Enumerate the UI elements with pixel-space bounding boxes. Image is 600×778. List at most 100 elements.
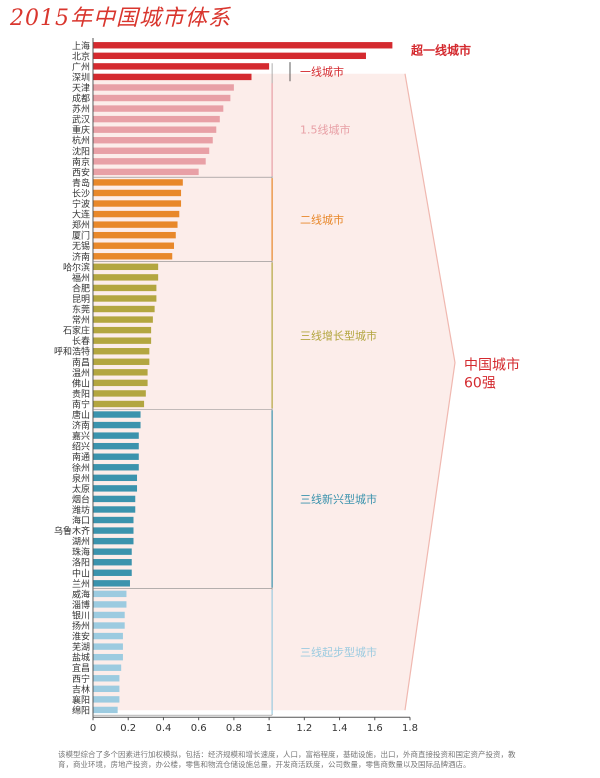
bar-9 bbox=[93, 137, 213, 144]
category-label-1: 北京 bbox=[72, 50, 90, 62]
group-label-3: 二线城市 bbox=[300, 212, 344, 226]
category-label-58: 盐城 bbox=[72, 652, 90, 664]
bar-3 bbox=[93, 73, 252, 81]
bar-53 bbox=[93, 601, 127, 608]
bar-26 bbox=[93, 316, 153, 323]
bar-57 bbox=[93, 643, 123, 650]
category-label-48: 珠海 bbox=[72, 546, 90, 558]
category-label-60: 西宁 bbox=[72, 673, 90, 685]
bar-48 bbox=[93, 548, 132, 555]
category-label-33: 贵阳 bbox=[72, 388, 90, 400]
category-label-42: 太原 bbox=[72, 483, 90, 495]
category-label-16: 大连 bbox=[72, 209, 90, 221]
x-tick-label-2: 0.4 bbox=[155, 723, 171, 734]
bar-22 bbox=[93, 274, 159, 281]
category-label-19: 无锡 bbox=[72, 241, 90, 252]
category-label-4: 天津 bbox=[72, 83, 90, 94]
category-label-17: 郑州 bbox=[72, 219, 90, 231]
category-label-27: 石家庄 bbox=[63, 325, 90, 337]
category-label-55: 扬州 bbox=[72, 620, 90, 632]
category-label-12: 西安 bbox=[72, 166, 90, 178]
annotation-label-line1: 中国城市 bbox=[464, 357, 520, 374]
category-label-7: 武汉 bbox=[72, 114, 90, 126]
category-label-21: 哈尔滨 bbox=[63, 261, 90, 273]
annotation-label-line2: 60强 bbox=[464, 376, 496, 392]
category-label-32: 佛山 bbox=[72, 377, 90, 389]
bar-41 bbox=[93, 474, 138, 482]
category-label-50: 中山 bbox=[72, 567, 90, 579]
category-label-53: 淄博 bbox=[72, 599, 90, 611]
category-label-38: 绍兴 bbox=[72, 441, 90, 453]
bar-34 bbox=[93, 400, 145, 408]
category-label-54: 银川 bbox=[72, 609, 90, 621]
category-label-61: 吉林 bbox=[72, 683, 90, 695]
category-label-36: 济南 bbox=[72, 420, 90, 432]
category-label-26: 常州 bbox=[72, 314, 90, 326]
bar-62 bbox=[93, 696, 120, 703]
bar-20 bbox=[93, 253, 173, 260]
bar-37 bbox=[93, 432, 139, 439]
x-tick-label-6: 1.2 bbox=[296, 723, 312, 734]
category-label-14: 长沙 bbox=[72, 187, 90, 199]
bar-25 bbox=[93, 305, 155, 313]
category-label-22: 福州 bbox=[72, 272, 90, 284]
bar-56 bbox=[93, 632, 123, 640]
bar-54 bbox=[93, 611, 125, 619]
category-label-18: 厦门 bbox=[72, 230, 90, 242]
category-label-41: 泉州 bbox=[72, 472, 90, 484]
bar-28 bbox=[93, 337, 152, 344]
category-label-13: 青岛 bbox=[72, 177, 90, 189]
bar-30 bbox=[93, 358, 150, 365]
bar-63 bbox=[93, 706, 118, 714]
bar-33 bbox=[93, 390, 146, 397]
x-tick-label-5: 1 bbox=[266, 723, 272, 734]
bar-46 bbox=[93, 527, 134, 534]
category-label-35: 唐山 bbox=[72, 409, 90, 421]
bar-2 bbox=[93, 63, 270, 70]
bar-12 bbox=[93, 168, 199, 176]
footnote: 该模型综合了多个因素进行加权模拟，包括：经济规模和增长速度，人口，富裕程度，基础… bbox=[58, 750, 516, 769]
bar-8 bbox=[93, 126, 217, 133]
bar-43 bbox=[93, 495, 136, 503]
category-label-34: 南宁 bbox=[72, 398, 90, 410]
category-label-37: 嘉兴 bbox=[72, 430, 90, 442]
category-label-46: 乌鲁木齐 bbox=[54, 525, 90, 537]
bar-14 bbox=[93, 189, 182, 197]
category-label-6: 苏州 bbox=[72, 103, 90, 115]
category-label-51: 兰州 bbox=[72, 578, 90, 590]
bar-60 bbox=[93, 675, 120, 682]
bar-19 bbox=[93, 242, 175, 249]
bar-11 bbox=[93, 158, 206, 165]
bar-50 bbox=[93, 569, 132, 576]
category-label-28: 长春 bbox=[72, 335, 90, 347]
x-tick-label-3: 0.6 bbox=[191, 723, 207, 734]
bar-61 bbox=[93, 685, 120, 693]
bar-10 bbox=[93, 147, 210, 154]
bar-49 bbox=[93, 559, 132, 566]
bar-18 bbox=[93, 231, 176, 239]
category-label-23: 合肥 bbox=[72, 282, 90, 294]
category-label-2: 广州 bbox=[72, 61, 90, 73]
bar-21 bbox=[93, 263, 159, 271]
bar-35 bbox=[93, 411, 141, 418]
category-label-49: 洛阳 bbox=[72, 557, 90, 569]
bar-5 bbox=[93, 94, 231, 102]
city-tier-chart: 上海北京广州深圳天津成都苏州武汉重庆杭州沈阳南京西安青岛长沙宁波大连郑州厦门无锡… bbox=[54, 38, 520, 734]
x-tick-label-4: 0.8 bbox=[226, 723, 242, 734]
x-tick-label-8: 1.6 bbox=[367, 723, 383, 734]
bar-23 bbox=[93, 284, 157, 292]
x-tick-label-1: 0.2 bbox=[120, 723, 136, 734]
category-label-3: 深圳 bbox=[72, 72, 90, 83]
category-label-44: 潍坊 bbox=[72, 504, 90, 516]
group-label-0: 超一线城市 bbox=[410, 43, 471, 58]
x-tick-label-0: 0 bbox=[90, 723, 96, 734]
bar-39 bbox=[93, 453, 139, 460]
bar-17 bbox=[93, 221, 178, 228]
category-label-29: 呼和浩特 bbox=[54, 346, 90, 358]
bar-0 bbox=[93, 42, 393, 49]
category-label-30: 南昌 bbox=[72, 356, 90, 368]
bar-36 bbox=[93, 421, 141, 429]
category-label-52: 威海 bbox=[72, 588, 90, 600]
bar-13 bbox=[93, 179, 183, 186]
bar-24 bbox=[93, 295, 157, 302]
